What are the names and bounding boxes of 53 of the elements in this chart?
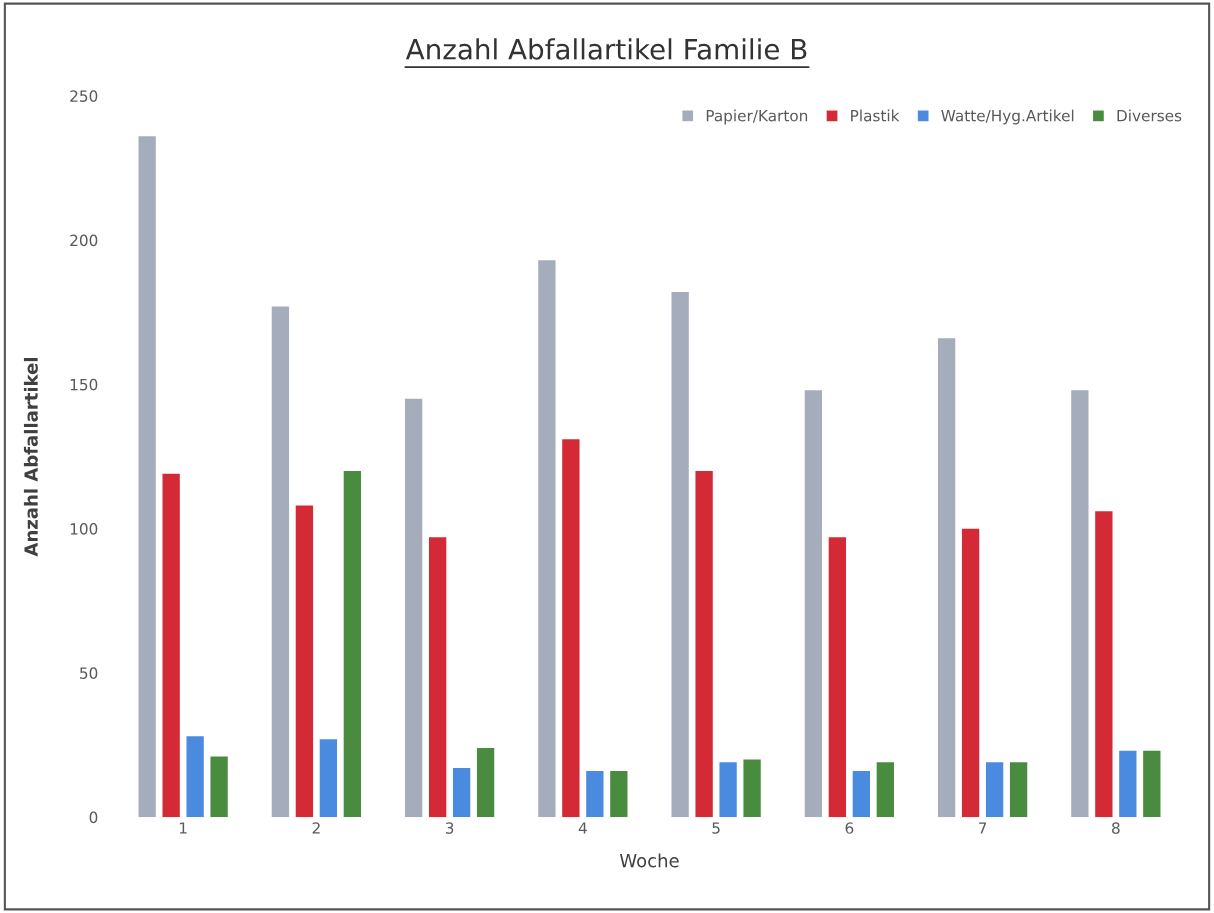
chart-title: Anzahl Abfallartikel Familie B	[405, 38, 807, 60]
x-tick-label: 5	[712, 822, 720, 834]
y-tick-label: 150	[70, 378, 98, 391]
y-tick-label: 0	[89, 811, 98, 824]
bar	[186, 736, 204, 818]
bar	[271, 306, 290, 818]
bar	[586, 770, 604, 818]
bar	[210, 756, 228, 818]
x-tick-label: 8	[1112, 822, 1120, 834]
y-axis-title: Anzahl Abfallartikel	[23, 358, 38, 557]
x-tick-label: 1	[179, 822, 187, 834]
bar	[1071, 390, 1089, 818]
bar	[985, 762, 1004, 818]
bar	[162, 473, 180, 818]
bar	[719, 762, 737, 818]
x-axis-title: Woche	[619, 853, 679, 868]
bar	[452, 768, 471, 818]
bar	[695, 470, 713, 818]
bar	[138, 136, 156, 818]
y-tick-label: 200	[70, 234, 98, 247]
bar	[295, 505, 314, 818]
bar	[428, 537, 447, 818]
x-tick-label: 6	[845, 822, 854, 834]
x-tick-label: 2	[312, 822, 320, 834]
bar	[610, 770, 628, 818]
bar	[937, 338, 956, 818]
bar	[828, 537, 847, 818]
y-tick-label: 50	[80, 667, 98, 679]
bar	[476, 747, 495, 818]
bar	[671, 292, 689, 818]
bar	[404, 398, 423, 818]
bar	[852, 770, 871, 818]
legend-label: Papier/Karton	[706, 109, 808, 125]
bar	[1095, 511, 1113, 818]
bar	[343, 470, 362, 818]
y-tick-label: 100	[70, 523, 98, 535]
bar	[1143, 750, 1161, 818]
legend-label: Watte/Hyg.Artikel	[941, 109, 1074, 125]
bar	[804, 390, 823, 818]
x-tick-label: 7	[978, 822, 987, 834]
bar	[961, 528, 980, 818]
bar	[538, 260, 556, 818]
bar	[743, 759, 761, 818]
bar	[1119, 750, 1137, 818]
bar	[1009, 762, 1028, 818]
bar	[562, 439, 580, 818]
legend-label: Diverses	[1117, 109, 1182, 122]
x-tick-label: 4	[578, 822, 587, 834]
x-tick-label: 3	[445, 822, 454, 834]
y-tick-label: 250	[70, 90, 98, 102]
bar	[876, 762, 894, 818]
bar	[319, 739, 338, 818]
legend-label: Plastik	[851, 109, 900, 122]
